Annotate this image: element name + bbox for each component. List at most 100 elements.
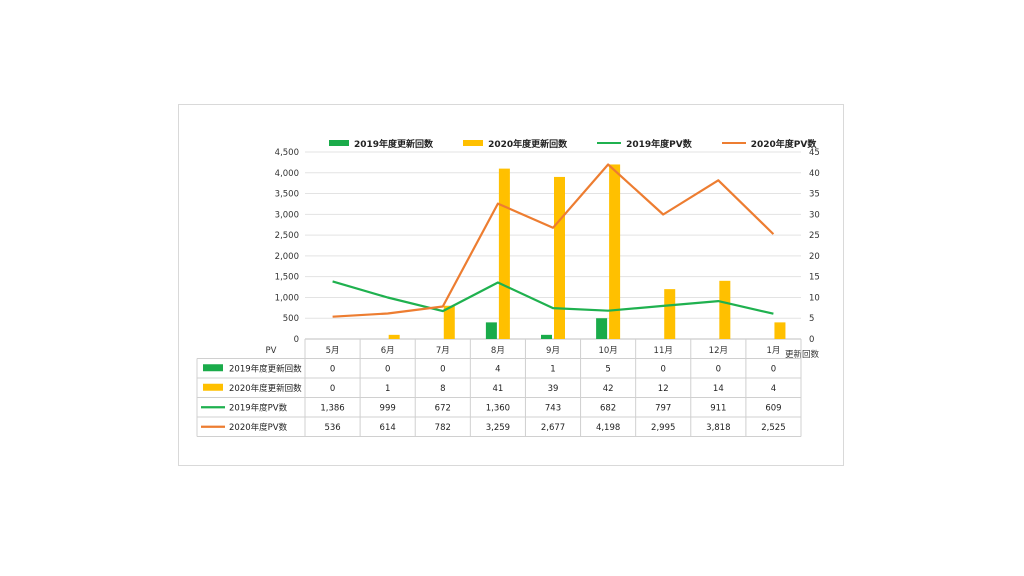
table-cell: 39 — [548, 384, 559, 394]
table-cell: 1 — [385, 384, 390, 394]
table-cell: 2,525 — [761, 423, 785, 433]
bar — [485, 322, 497, 339]
chart-frame: 2019年度更新回数 2020年度更新回数 2019年度PV数 2020年度PV… — [178, 104, 844, 466]
right-axis-tick-label: 5 — [809, 314, 814, 324]
right-axis-tick-label: 20 — [809, 252, 820, 262]
right-axis-tick-label: 45 — [809, 148, 820, 158]
table-cell: 609 — [765, 403, 781, 413]
table-cell: 0 — [661, 364, 666, 374]
table-cell: 911 — [710, 403, 726, 413]
table-cell: 1 — [550, 364, 555, 374]
legend-label-2020-pv: 2020年度PV数 — [750, 139, 817, 150]
table-cell: 682 — [600, 403, 616, 413]
right-axis-tick-label: 35 — [809, 190, 820, 200]
table-cell: 0 — [440, 364, 445, 374]
right-axis-tick-label: 15 — [809, 273, 820, 283]
left-axis-tick-label: 2,500 — [275, 231, 299, 241]
left-axis-tick-label: 2,000 — [275, 252, 299, 262]
bar — [664, 289, 676, 339]
bar — [443, 305, 455, 339]
legend-swatch-2020-pv — [721, 142, 746, 144]
right-axis-tick-label: 30 — [809, 210, 820, 220]
category-label: 12月 — [709, 346, 728, 356]
table-cell: 4,198 — [596, 423, 620, 433]
table-cell: 782 — [435, 423, 451, 433]
bar — [498, 168, 510, 339]
table-cell: 3,818 — [706, 423, 730, 433]
legend-item-2020-pv: 2020年度PV数 — [721, 137, 817, 150]
table-row-label: 2019年度PV数 — [229, 402, 288, 413]
left-axis-tick-label: 4,000 — [275, 169, 299, 179]
table-cell: 42 — [603, 384, 614, 394]
chart-svg: 4,500 454,000 403,500 353,000 302,500 252,000… — [196, 148, 820, 437]
table-cell: 1,360 — [486, 403, 510, 413]
left-axis-tick-label: 1,500 — [275, 273, 299, 283]
row-legend-swatch — [203, 364, 223, 372]
table-cell: 14 — [713, 384, 724, 394]
table-row-label: 2019年度更新回数 — [229, 363, 302, 374]
bar — [719, 280, 731, 339]
bar — [596, 318, 608, 339]
legend-label-2020-updates: 2020年度更新回数 — [488, 139, 568, 150]
series-line — [332, 280, 774, 315]
category-label: 10月 — [598, 346, 617, 356]
table-cell: 0 — [771, 364, 776, 374]
table-cell: 2,995 — [651, 423, 675, 433]
table-cell: 12 — [658, 384, 669, 394]
legend-item-2019-pv: 2019年度PV数 — [597, 137, 692, 150]
table-cell: 743 — [545, 403, 561, 413]
series-line — [332, 163, 775, 318]
legend-swatch-2020-updates — [463, 140, 484, 146]
table-cell: 41 — [492, 384, 503, 394]
table-cell: 672 — [435, 403, 451, 413]
bar — [388, 334, 400, 339]
table-cell: 536 — [324, 423, 340, 433]
left-axis-label: PV — [266, 346, 277, 356]
table-row-label: 2020年度更新回数 — [229, 383, 302, 394]
table-cell: 0 — [716, 364, 721, 374]
table-cell: 1,386 — [320, 403, 344, 413]
left-axis-tick-label: 0 — [294, 335, 299, 345]
category-label: 8月 — [491, 346, 505, 356]
right-axis-tick-label: 25 — [809, 231, 820, 241]
table-cell: 0 — [330, 384, 335, 394]
legend-item-2020-updates: 2020年度更新回数 — [463, 137, 567, 150]
table-cell: 8 — [440, 384, 445, 394]
category-label: 5月 — [326, 346, 340, 356]
category-label: 6月 — [381, 346, 395, 356]
bar — [774, 322, 786, 339]
bar — [609, 164, 621, 339]
table-cell: 4 — [771, 384, 776, 394]
table-cell: 999 — [380, 403, 396, 413]
bar — [541, 334, 552, 339]
left-axis-tick-label: 500 — [283, 314, 299, 324]
table-cell: 4 — [495, 364, 500, 374]
legend-item-2019-updates: 2019年度更新回数 — [329, 137, 433, 150]
table-cell: 0 — [330, 364, 335, 374]
legend-label-2019-updates: 2019年度更新回数 — [354, 139, 434, 150]
category-label: 7月 — [436, 346, 450, 356]
table-cell: 0 — [385, 364, 390, 374]
table-cell: 614 — [380, 423, 396, 433]
right-axis-tick-label: 10 — [809, 293, 820, 303]
category-label: 1月 — [766, 346, 780, 356]
legend-label-2019-pv: 2019年度PV数 — [626, 139, 692, 150]
legend-swatch-2019-pv — [597, 142, 622, 144]
left-axis-tick-label: 1,000 — [275, 293, 299, 303]
table-row-label: 2020年度PV数 — [229, 422, 288, 433]
category-label: 9月 — [546, 346, 560, 356]
category-label: 11月 — [654, 346, 673, 356]
table-cell: 797 — [655, 403, 671, 413]
table-cell: 3,259 — [486, 423, 510, 433]
chart-legend: 2019年度更新回数 2020年度更新回数 2019年度PV数 2020年度PV… — [329, 136, 816, 150]
row-legend-swatch — [203, 383, 223, 391]
left-axis-tick-label: 3,500 — [275, 190, 299, 200]
table-cell: 5 — [605, 364, 610, 374]
right-axis-tick-label: 40 — [809, 169, 820, 179]
right-axis-label: 更新回数 — [785, 349, 820, 360]
bar — [554, 176, 565, 339]
table-cell: 2,677 — [541, 423, 565, 433]
left-axis-tick-label: 3,000 — [275, 210, 299, 220]
left-axis-tick-label: 4,500 — [275, 148, 299, 158]
right-axis-tick-label: 0 — [809, 335, 814, 345]
